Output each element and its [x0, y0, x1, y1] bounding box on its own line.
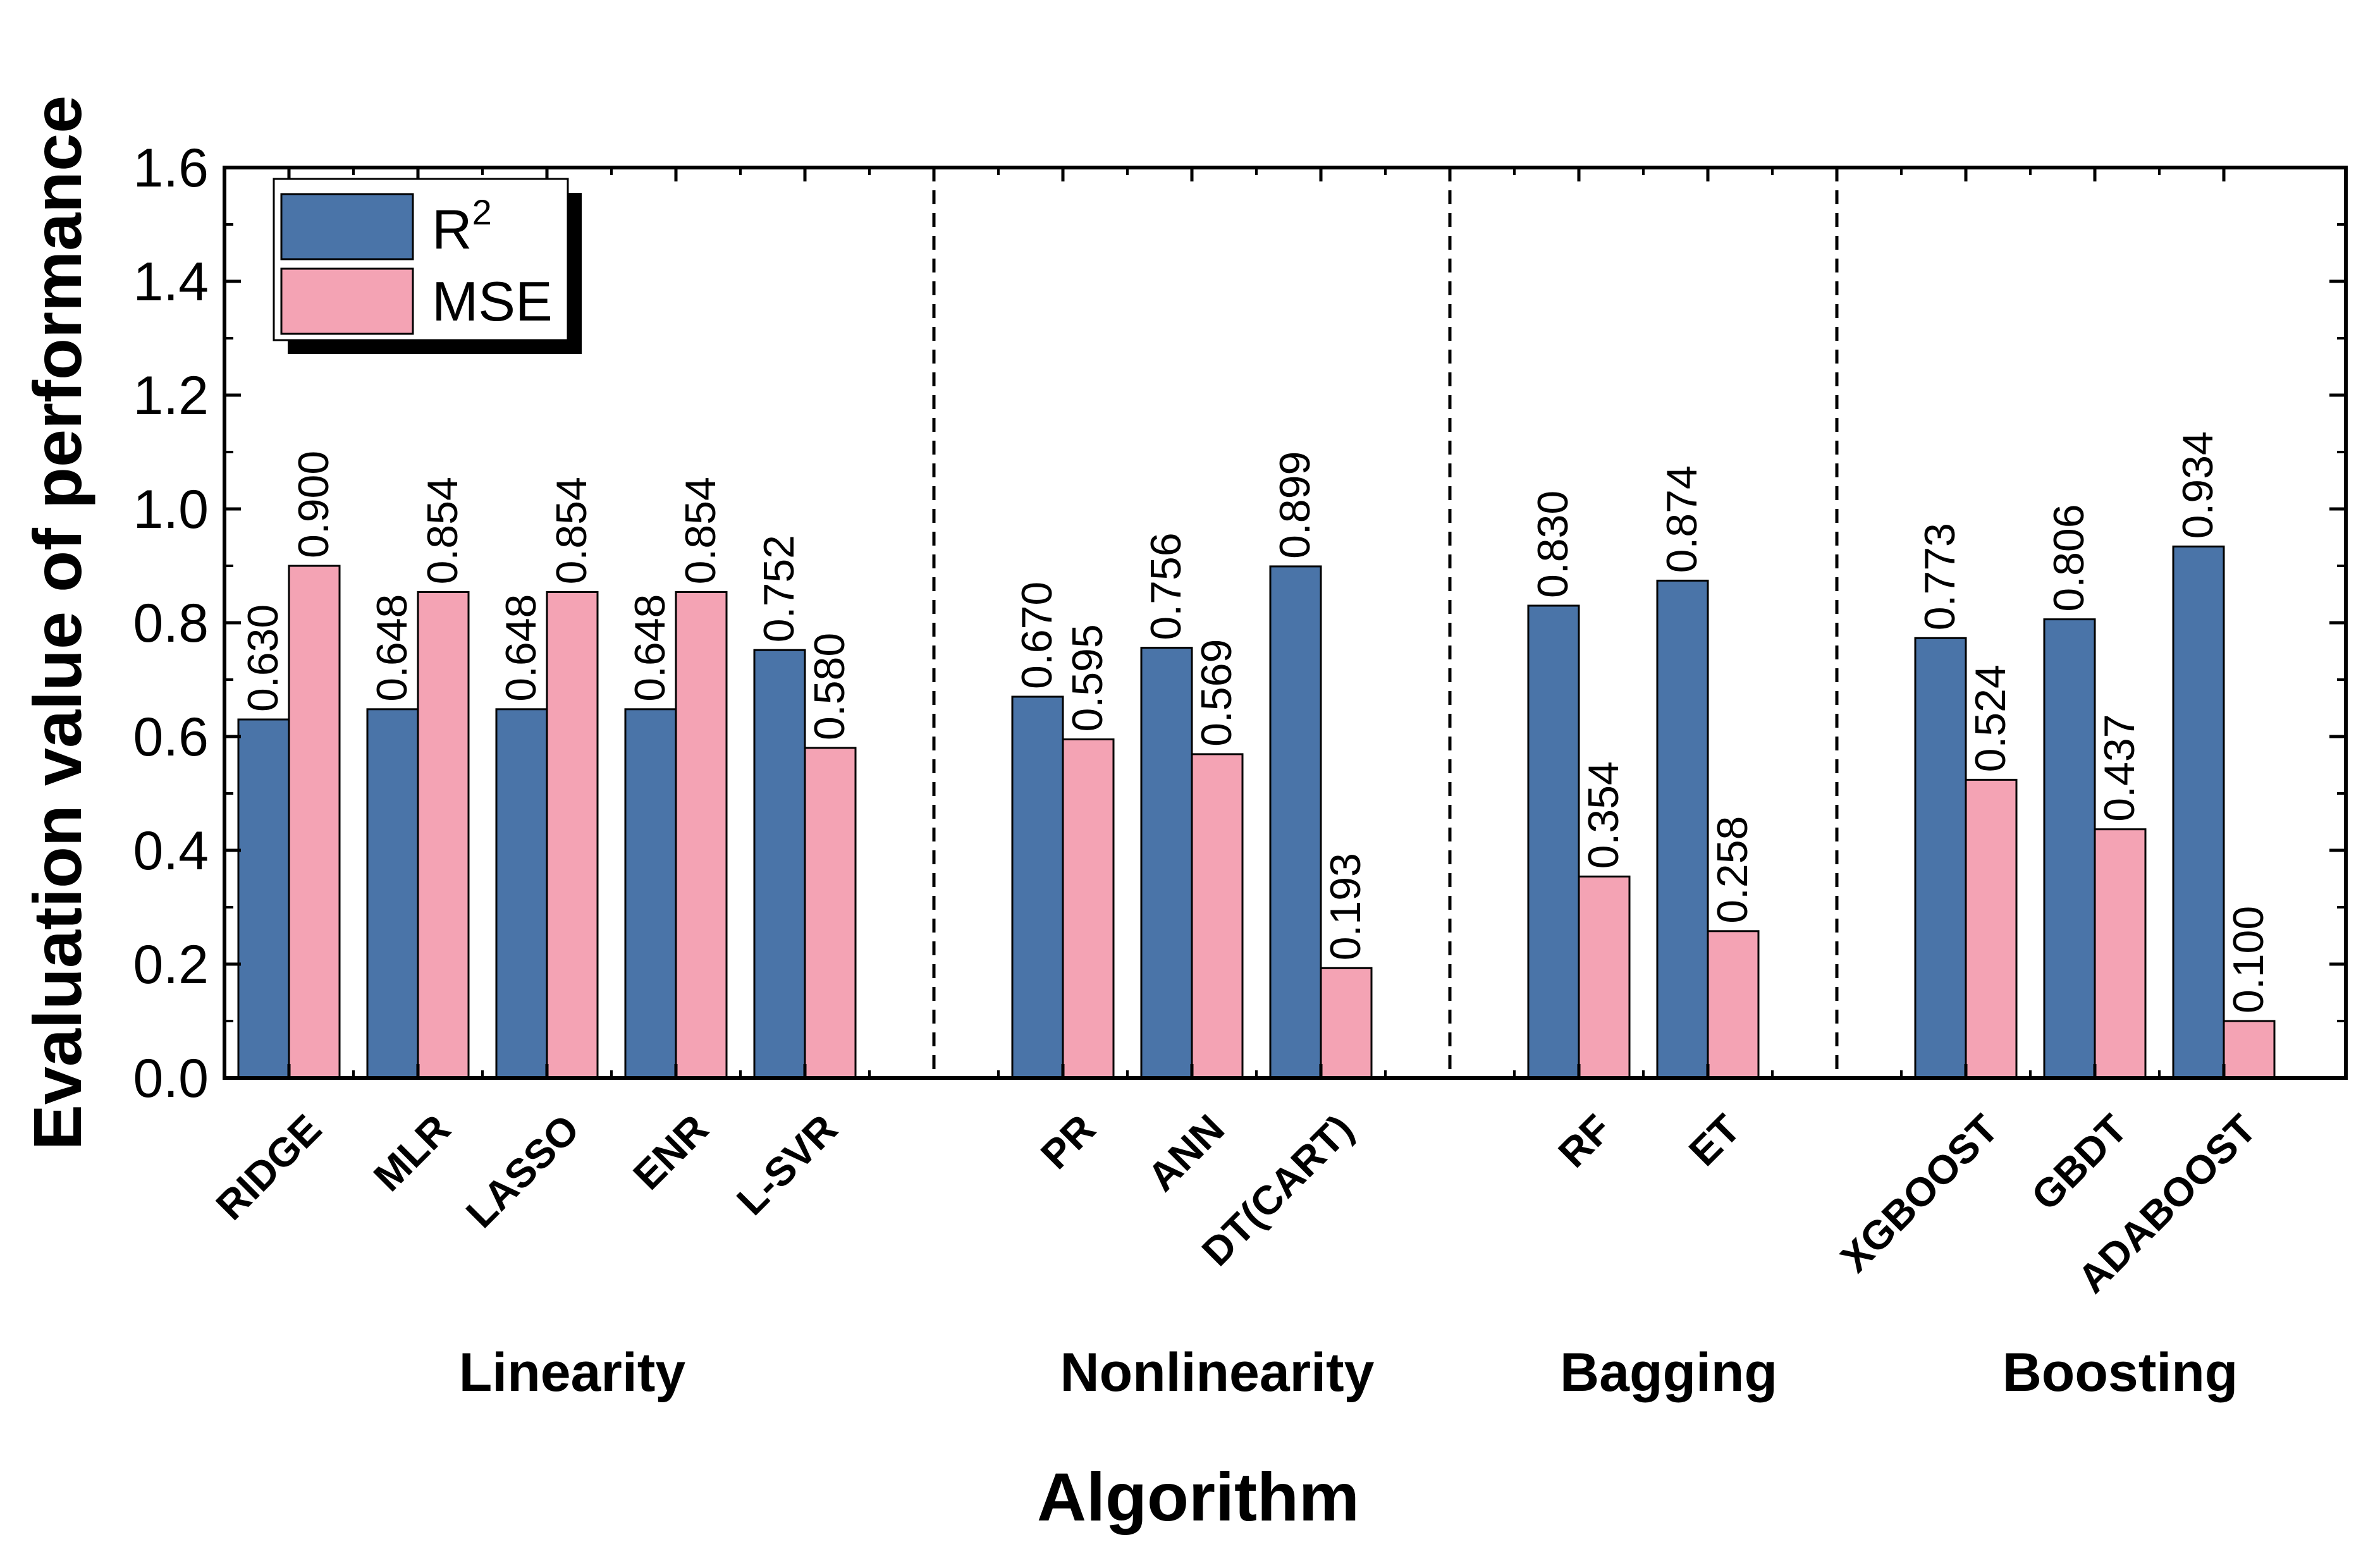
group-label-bagging: Bagging — [1560, 1342, 1777, 1403]
bar-r2-gbdt — [2043, 618, 2096, 1079]
x-tick-label: ENR — [624, 1106, 716, 1198]
bar-mse-lasso — [546, 590, 599, 1079]
legend-swatch-mse — [280, 267, 414, 335]
data-label: 0.756 — [1142, 532, 1190, 640]
data-label: 0.648 — [626, 594, 674, 702]
y-tick-label: 0.6 — [133, 707, 209, 768]
data-label: 0.854 — [548, 477, 596, 584]
bar-mse-adaboost — [2223, 1020, 2276, 1079]
x-tick-label: RIDGE — [207, 1106, 330, 1228]
y-tick-label: 1.0 — [133, 479, 209, 540]
bar-mse-ann — [1191, 753, 1244, 1079]
y-tick-label: 1.6 — [133, 138, 209, 199]
data-label: 0.595 — [1064, 624, 1112, 731]
x-axis-title: Algorithm — [1037, 1459, 1359, 1535]
bar-mse-dtcart — [1320, 967, 1373, 1079]
data-label: 0.854 — [677, 477, 725, 584]
data-label: 0.899 — [1271, 451, 1319, 559]
data-label: 0.854 — [419, 477, 467, 584]
bar-r2-et — [1656, 579, 1709, 1079]
x-tick-label: LASSO — [457, 1106, 588, 1237]
y-tick-label: 1.2 — [133, 365, 209, 426]
data-label: 0.806 — [2045, 504, 2093, 611]
bars — [237, 545, 2276, 1079]
bar-r2-rf — [1527, 604, 1580, 1079]
data-label: 0.752 — [755, 535, 803, 642]
x-tick-label: ANN — [1139, 1106, 1233, 1200]
group-label-linearity: Linearity — [459, 1342, 686, 1403]
bar-r2-xgboost — [1914, 637, 1967, 1079]
data-label: 0.258 — [1708, 816, 1757, 924]
group-label-nonlinearity: Nonlinearity — [1060, 1342, 1375, 1403]
bar-mse-enr — [675, 590, 728, 1079]
x-tick-label: MLR — [365, 1106, 459, 1200]
data-label: 0.934 — [2174, 431, 2222, 539]
y-tick-label: 0.4 — [133, 821, 209, 881]
legend-label-mse: MSE — [432, 270, 553, 333]
data-label: 0.354 — [1580, 761, 1628, 869]
bar-mse-pr — [1062, 738, 1115, 1079]
x-tick-label: L-SVR — [728, 1106, 846, 1224]
bar-mse-et — [1707, 930, 1760, 1079]
y-axis: 0.0 0.2 0.4 0.6 0.8 1.0 1.2 1.4 1.6 — [133, 138, 2346, 1109]
y-tick-label: 0.8 — [133, 593, 209, 654]
data-label: 0.874 — [1658, 465, 1706, 573]
data-label: 0.437 — [2095, 714, 2144, 822]
x-tick-label: XGBOOST — [1832, 1106, 2007, 1281]
bar-r2-enr — [624, 708, 677, 1079]
bar-mse-gbdt — [2094, 828, 2147, 1079]
data-label: 0.648 — [368, 594, 416, 702]
data-label: 0.830 — [1529, 491, 1577, 598]
bar-mse-xgboost — [1965, 778, 2018, 1079]
bar-r2-dtcart — [1269, 565, 1322, 1079]
x-tick-label: ET — [1680, 1106, 1749, 1175]
y-tick-label: 1.4 — [133, 252, 209, 312]
data-label: 0.773 — [1916, 523, 1964, 630]
bar-mse-mlr — [417, 590, 470, 1079]
data-label: 0.100 — [2224, 906, 2273, 1013]
data-label: 0.569 — [1193, 639, 1241, 747]
group-labels: Linearity Nonlinearity Bagging Boosting — [459, 1342, 2238, 1403]
legend-label-r2: R2 — [432, 192, 492, 260]
bar-r2-mlr — [366, 708, 419, 1079]
data-label: 0.630 — [239, 604, 287, 712]
legend: R2 MSE — [273, 178, 582, 354]
data-label: 0.580 — [806, 633, 854, 740]
group-label-boosting: Boosting — [2003, 1342, 2238, 1403]
data-label: 0.670 — [1013, 582, 1061, 689]
group-separators — [932, 168, 1839, 1078]
bar-r2-ann — [1140, 647, 1193, 1079]
data-label: 0.524 — [1966, 664, 2015, 772]
y-axis-title: Evaluation value of performance — [19, 95, 95, 1150]
bar-r2-pr — [1011, 695, 1064, 1079]
x-tick-label: GBDT — [2023, 1106, 2136, 1219]
x-tick-label: PR — [1032, 1106, 1104, 1178]
bar-mse-lsvr — [804, 747, 857, 1079]
data-label: 0.900 — [290, 451, 338, 558]
bar-mse-rf — [1578, 875, 1631, 1079]
data-label: 0.648 — [497, 594, 545, 702]
data-labels: 0.6300.9000.6480.8540.6480.8540.6480.854… — [239, 431, 2273, 1013]
legend-swatch-r2 — [280, 193, 414, 260]
data-label: 0.193 — [1322, 853, 1370, 960]
x-tick-label: RF — [1550, 1106, 1620, 1176]
bar-mse-ridge — [288, 565, 341, 1079]
bar-r2-lasso — [495, 708, 548, 1079]
bar-r2-ridge — [237, 718, 290, 1079]
y-tick-label: 0.2 — [133, 934, 209, 995]
bar-r2-lsvr — [753, 649, 806, 1079]
bar-r2-adaboost — [2172, 545, 2225, 1079]
y-tick-label: 0.0 — [133, 1048, 209, 1109]
